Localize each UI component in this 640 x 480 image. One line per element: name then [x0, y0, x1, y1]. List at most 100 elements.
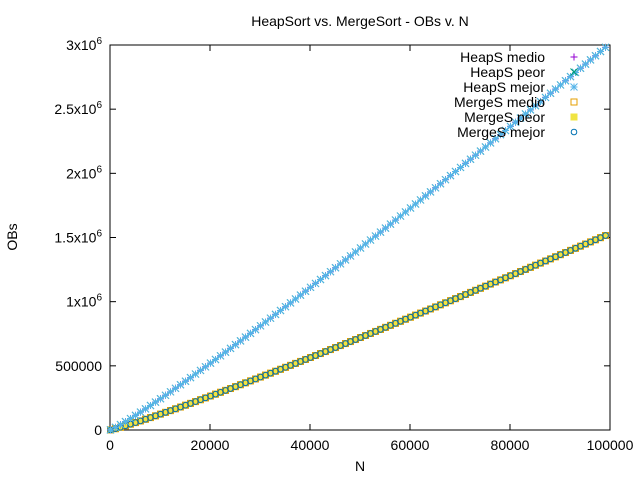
x-tick-label: 0	[106, 437, 114, 453]
data-point	[321, 271, 330, 280]
legend-label: HeapS mejor	[463, 79, 545, 95]
data-point	[111, 423, 120, 432]
legend-marker	[570, 83, 578, 91]
data-point	[131, 411, 140, 420]
y-tick-label-exponent: 6	[96, 36, 102, 47]
legend-entry: MergeS medio	[454, 94, 578, 110]
x-tick-label: 80000	[491, 437, 530, 453]
y-tick-label: 1x106	[66, 293, 102, 310]
data-point	[126, 414, 135, 423]
data-point	[381, 224, 390, 232]
data-point	[151, 398, 160, 407]
legend-entry: HeapS mejor	[463, 79, 578, 95]
data-point	[141, 405, 150, 413]
y-tick-label-base: 1x10	[66, 294, 97, 310]
legend-entry: HeapS medio	[460, 49, 578, 65]
data-point	[456, 163, 465, 172]
data-point	[386, 220, 395, 228]
data-point	[371, 232, 380, 240]
y-axis-title: OBs	[4, 223, 20, 250]
data-point	[596, 47, 605, 56]
series-merges-medio	[107, 232, 609, 434]
data-point	[441, 175, 450, 184]
y-tick-label: 3x106	[66, 36, 102, 53]
data-point	[376, 228, 385, 236]
data-point	[231, 340, 240, 349]
data-point	[561, 76, 570, 85]
legend-marker	[570, 53, 578, 61]
data-point	[586, 56, 595, 64]
data-point	[571, 68, 580, 77]
y-tick-label-exponent: 6	[96, 229, 102, 240]
data-point	[526, 106, 535, 114]
data-point	[221, 348, 230, 356]
data-point	[306, 283, 315, 292]
data-point	[346, 252, 355, 260]
data-point	[156, 394, 165, 403]
y-tick-label: 2x106	[66, 164, 102, 181]
data-point	[471, 151, 480, 160]
data-point	[591, 51, 600, 60]
data-point	[431, 183, 440, 192]
data-point	[546, 89, 555, 98]
data-point	[291, 295, 300, 303]
data-point	[466, 155, 475, 164]
data-point	[541, 93, 550, 102]
data-point	[216, 351, 225, 360]
data-point	[106, 425, 115, 434]
data-point	[531, 101, 540, 110]
data-point	[426, 187, 435, 196]
y-tick-label-base: 2x10	[66, 165, 97, 181]
y-tick-label-base: 2.5x10	[54, 101, 96, 117]
legend-label: MergeS medio	[454, 94, 545, 110]
data-point	[316, 275, 325, 284]
data-point	[166, 387, 175, 396]
x-axis: 0 20000 40000 60000 80000 100000	[106, 45, 634, 453]
data-point	[461, 159, 470, 168]
data-point	[421, 192, 430, 200]
legend-marker	[570, 128, 578, 136]
legend-entry: HeapS peor	[470, 64, 578, 80]
data-point	[406, 204, 415, 212]
data-point	[516, 114, 525, 123]
data-point	[331, 263, 340, 272]
chart-title: HeapSort vs. MergeSort - OBs v. N	[251, 13, 469, 29]
legend-entry: MergeS peor	[464, 109, 578, 125]
data-point	[356, 244, 365, 252]
legend-label: MergeS mejor	[457, 124, 545, 140]
y-tick-label-exponent: 6	[96, 164, 102, 175]
y-tick-label-base: 3x10	[66, 37, 97, 53]
legend-marker	[570, 68, 578, 76]
data-point	[436, 179, 445, 188]
data-point	[336, 259, 345, 268]
data-point	[411, 200, 420, 208]
data-point	[446, 171, 455, 180]
data-point	[551, 85, 560, 93]
legend-marker	[570, 98, 578, 106]
data-point	[161, 391, 170, 400]
data-point	[351, 248, 360, 256]
y-tick-label: 2.5x106	[54, 100, 102, 117]
legend-entry: MergeS mejor	[457, 124, 578, 140]
x-tick-label: 40000	[291, 437, 330, 453]
data-point	[181, 377, 190, 386]
legend-label: HeapS medio	[460, 49, 545, 65]
series-layer	[106, 43, 610, 434]
data-point	[341, 256, 350, 264]
data-point	[246, 329, 255, 338]
series-merges-mejor	[107, 232, 609, 434]
data-point	[146, 401, 155, 410]
data-point	[601, 43, 610, 52]
series-heaps-mejor	[106, 43, 610, 434]
y-tick-label-base: 0	[94, 422, 102, 438]
data-point	[196, 366, 205, 375]
x-axis-title: N	[355, 458, 365, 474]
data-point	[191, 370, 200, 378]
x-tick-label: 100000	[587, 437, 634, 453]
data-point	[281, 302, 290, 311]
data-point	[576, 64, 585, 73]
data-point	[256, 321, 265, 330]
data-point	[136, 408, 145, 417]
data-point	[241, 333, 250, 342]
